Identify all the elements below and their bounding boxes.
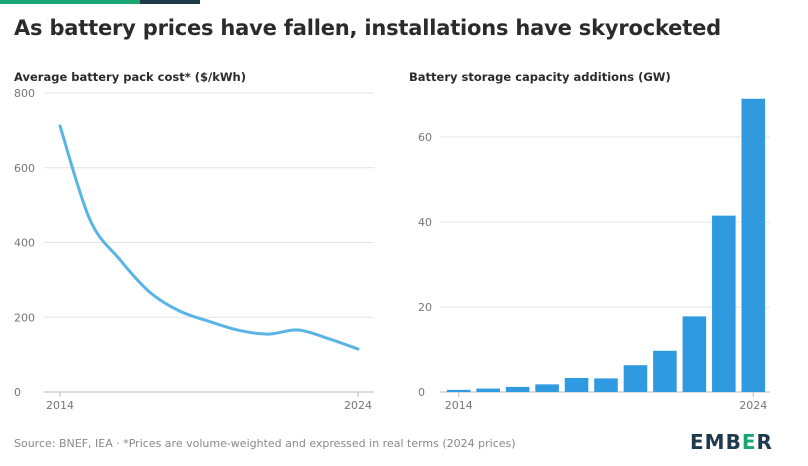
bar-2016 [505, 386, 530, 392]
bar-2015 [476, 388, 500, 392]
x-tick-label: 2014 [445, 399, 473, 412]
x-tick-label: 2024 [344, 399, 372, 412]
y-tick-label: 400 [14, 237, 35, 250]
bar-2020 [623, 365, 648, 392]
bar-2017 [535, 384, 559, 392]
y-tick-label: 60 [418, 131, 432, 144]
bar-2024 [741, 98, 766, 392]
y-tick-label: 0 [14, 386, 21, 399]
price-series-line [58, 124, 360, 351]
y-tick-label: 800 [14, 87, 35, 100]
source-note: Source: BNEF, IEA · *Prices are volume-w… [14, 437, 516, 450]
bar-chart-title: Battery storage capacity additions (GW) [409, 70, 671, 84]
line-chart-title: Average battery pack cost* ($/kWh) [14, 70, 246, 84]
top-accent-bar [0, 0, 200, 4]
bar-2021 [653, 350, 677, 392]
bar-2018 [564, 377, 589, 392]
x-tick-label: 2014 [46, 399, 74, 412]
x-tick-label: 2024 [739, 399, 767, 412]
y-tick-label: 600 [14, 162, 35, 175]
bar-2023 [712, 215, 736, 392]
accent-bar-navy [140, 0, 200, 4]
y-tick-label: 20 [418, 301, 432, 314]
bar-2014 [446, 389, 471, 392]
y-tick-label: 200 [14, 311, 35, 324]
page-title: As battery prices have fallen, installat… [14, 16, 721, 40]
y-tick-label: 0 [418, 386, 425, 399]
bar-2022 [682, 316, 707, 392]
bar-2019 [594, 378, 618, 392]
y-tick-label: 40 [418, 216, 432, 229]
accent-bar-green [0, 0, 140, 4]
ember-logo: EMBER [690, 430, 773, 454]
